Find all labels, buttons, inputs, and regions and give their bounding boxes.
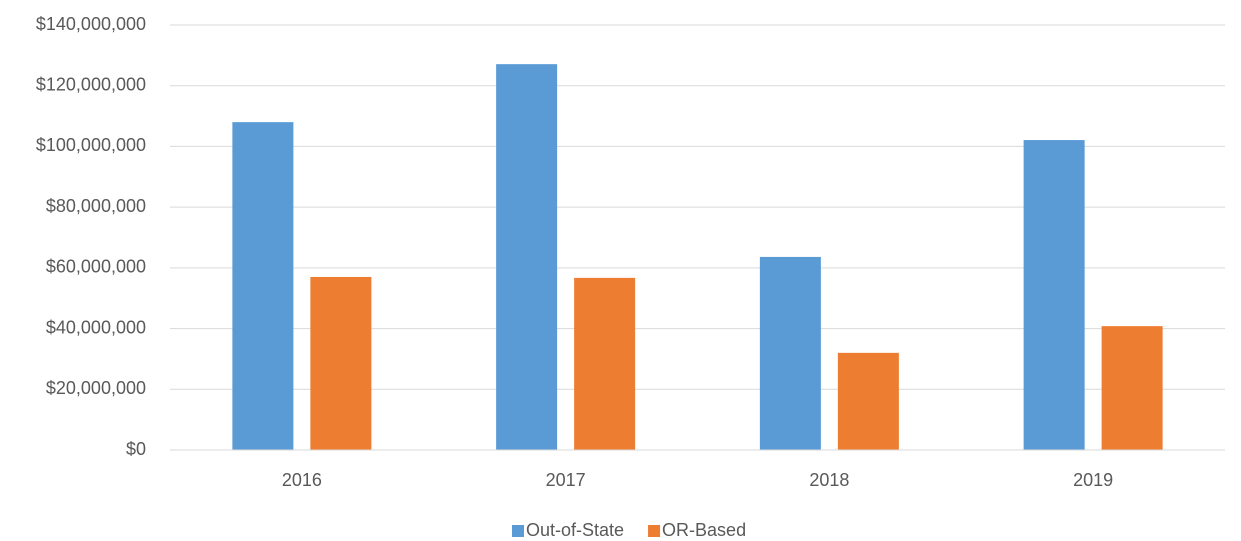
legend-label: Out-of-State [526,520,624,540]
y-tick-label: $0 [126,439,146,459]
x-tick-label: 2018 [809,470,849,490]
bar [1023,140,1085,450]
x-tick-label: 2017 [546,470,586,490]
bar [232,122,294,451]
y-tick-label: $120,000,000 [36,74,146,94]
y-tick-label: $100,000,000 [36,135,146,155]
y-tick-label: $20,000,000 [46,378,146,398]
bar [574,277,636,450]
bar [837,352,899,450]
x-tick-label: 2016 [282,470,322,490]
legend-swatch [648,525,661,537]
legend-swatch [512,525,524,537]
bar [496,64,558,451]
bar [310,276,372,450]
bar [1101,326,1163,450]
bar [759,256,821,450]
legend-label: OR-Based [662,520,746,540]
y-tick-label: $80,000,000 [46,196,146,216]
x-tick-label: 2019 [1073,470,1113,490]
y-tick-label: $40,000,000 [46,317,146,337]
y-tick-label: $60,000,000 [46,257,146,277]
y-tick-label: $140,000,000 [36,14,146,34]
